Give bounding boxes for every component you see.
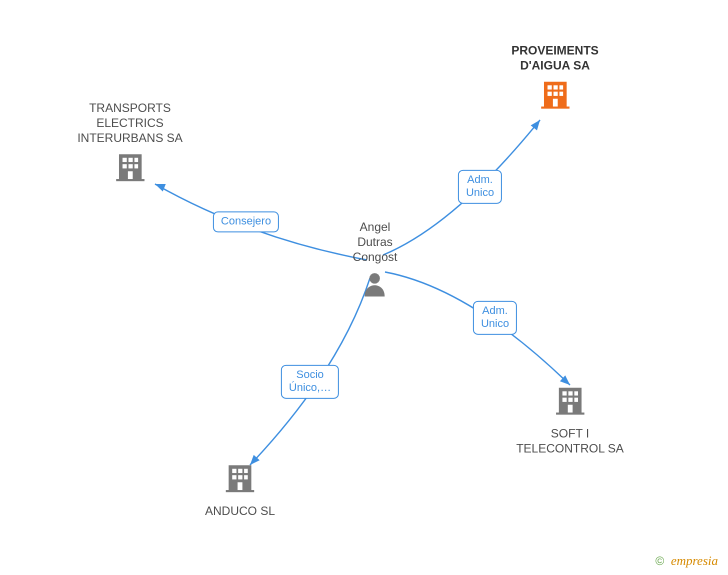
company-proveiments: PROVEIMENTS D'AIGUA SA [511,44,598,117]
person-angel-label: Angel Dutras Congost [353,220,398,265]
edge-adm-unico-1-badge: Adm. Unico [458,170,502,204]
company-anduco-icon [205,461,275,500]
person-angel: Angel Dutras Congost [353,220,398,304]
watermark: © empresia [655,553,718,569]
company-anduco-label: ANDUCO SL [205,504,275,519]
person-angel-icon [353,269,398,304]
company-transports-label: TRANSPORTS ELECTRICS INTERURBANS SA [77,101,182,146]
company-soft-label: SOFT I TELECONTROL SA [516,427,624,457]
company-soft: SOFT I TELECONTROL SA [516,384,624,457]
copyright-symbol: © [655,554,664,568]
building-icon [553,384,587,418]
building-icon [223,461,257,495]
company-proveiments-label: PROVEIMENTS D'AIGUA SA [511,44,598,74]
person-icon [360,269,390,299]
company-transports-icon [77,150,182,189]
building-icon [538,78,572,112]
company-proveiments-icon [511,78,598,117]
edge-socio-badge: Socio Único,… [281,365,339,399]
edge-consejero-badge: Consejero [213,211,279,232]
brand-name: empresia [671,553,718,568]
company-anduco: ANDUCO SL [205,461,275,519]
edge-adm-unico-2-badge: Adm. Unico [473,301,517,335]
company-transports: TRANSPORTS ELECTRICS INTERURBANS SA [77,101,182,189]
building-icon [113,150,147,184]
company-soft-icon [516,384,624,423]
